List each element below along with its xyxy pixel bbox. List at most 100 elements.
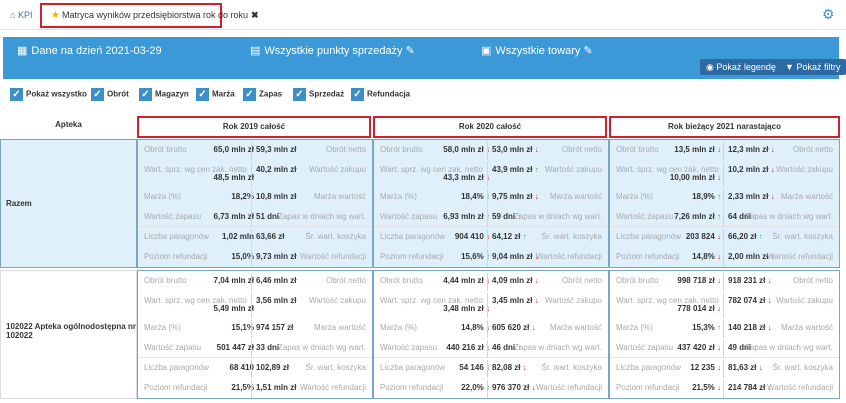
tab-matrix[interactable]: ★ Matryca wyników przedsiębiorstwa rok do… [40, 3, 259, 28]
metric-right-value: 2,33 mln zł ↓ [728, 192, 775, 201]
value-text: 998 718 zł [677, 276, 715, 285]
arrow-down-icon: ↓ [770, 145, 775, 154]
metric-right-value: 974 157 zł [256, 323, 293, 332]
checkbox-refundacja[interactable]: ✓ Refundacja [351, 88, 410, 101]
metric-left-label: Liczba paragonów [380, 363, 445, 372]
metric-left-label: Poziom refundacji [144, 383, 208, 392]
metric-right-label: Śr. wart. koszyka [772, 232, 833, 241]
date-filter: ▦ Dane na dzień 2021-03-29 [17, 44, 162, 57]
metric-right-value: 53,0 mln zł ↓ [492, 145, 539, 154]
value-text: 15,6% [461, 252, 484, 261]
value-text: 437 420 zł [677, 343, 715, 352]
value-text: 4,44 mln zł [443, 276, 484, 285]
metric-row: Obrót brutto 58,0 mln zł ↓ 53,0 mln zł ↓ Ob… [374, 142, 608, 160]
value-text: 10,2 mln zł [728, 165, 769, 174]
metric-left-value: 54 146 ↓ [459, 363, 490, 372]
checkbox-marza[interactable]: ✓ Marża [196, 88, 235, 101]
metric-right-label: Wartość refundacji [300, 252, 366, 261]
divider [487, 320, 488, 338]
arrow-down-icon: ↓ [486, 323, 490, 332]
column-header-2020: Rok 2020 całość [373, 116, 607, 138]
metric-left-label: Wartość zapasu [616, 212, 674, 221]
divider [723, 142, 724, 160]
value-text: 974 157 zł [256, 323, 294, 332]
value-text: 782 074 zł [728, 296, 766, 305]
value-text: 43,9 mln zł [492, 165, 533, 174]
value-text: 68 410 [229, 363, 254, 372]
value-text: 1,02 mln [221, 232, 254, 241]
metric-left-value: 13,5 mln zł ↓ [674, 145, 721, 154]
metric-left-label: Obrót brutto [616, 145, 659, 154]
value-text: 33 dni [256, 343, 280, 352]
metric-row: Wart. sprz. wg cen zak. netto 5,49 mln zł… [138, 293, 372, 318]
metric-right-value: 3,45 mln zł ↓ [492, 296, 539, 305]
edit-icon[interactable]: ✎ [405, 45, 415, 57]
metric-row: Marża (%) 15,3% ↑ 140 218 zł ↓ Marża wartoś… [610, 320, 839, 338]
breadcrumb-home[interactable]: ⌂ KPI [10, 10, 32, 20]
arrow-up-icon: ↑ [486, 383, 490, 392]
goods-filter[interactable]: ▣ Wszystkie towary ✎ [481, 44, 593, 57]
metric-right-label: Wartość refundacji [767, 252, 833, 261]
home-icon: ⌂ [10, 10, 16, 20]
metric-row: Poziom refundacji 15,0% 9,73 mln zł Wartość… [138, 249, 372, 267]
checkbox-magazyn[interactable]: ✓ Magazyn [139, 88, 189, 101]
divider [487, 360, 488, 378]
arrow-down-icon: ↓ [717, 232, 721, 241]
value-text: 976 370 zł [492, 383, 530, 392]
metric-left-label: Wartość zapasu [380, 343, 438, 352]
arrow-down-icon: ↓ [534, 276, 539, 285]
divider [487, 209, 488, 226]
metric-row: Marża (%) 15,1% 974 157 zł Marża wartość [138, 320, 372, 338]
metric-row: Wart. sprz. wg cen zak. netto 778 014 zł … [610, 293, 839, 318]
checkbox-zapas[interactable]: ✓ Zapas [243, 88, 282, 101]
value-text: 140 218 zł [728, 323, 766, 332]
metric-left-value: 58,0 mln zł ↓ [443, 145, 490, 154]
eye-icon: ◉ [706, 62, 714, 72]
value-text: 3,48 mln zł [443, 304, 484, 313]
value-text: 102,89 zł [256, 363, 289, 372]
metric-left-label: Obrót brutto [380, 145, 423, 154]
divider [251, 229, 252, 247]
value-text: 49 dni [728, 343, 752, 352]
metric-right-value: 6,46 mln zł [256, 276, 296, 285]
divider [251, 273, 252, 291]
metric-left-label: Marża (%) [380, 323, 417, 332]
show-legend-button[interactable]: ◉ Pokaż legendę [700, 59, 782, 75]
checkbox-label: Zapas [259, 89, 283, 99]
check-icon: ✓ [196, 88, 209, 101]
row-label: 102022 Apteka ogólnodostępna nr 102022 [6, 322, 136, 340]
value-text: 65,0 mln zł [213, 145, 254, 154]
arrow-up-icon: ↑ [486, 252, 490, 261]
metric-right-value: 46 dni ↑ [492, 343, 521, 352]
arrow-down-icon: ↓ [767, 276, 772, 285]
arrow-down-icon: ↓ [767, 296, 772, 305]
metric-row: Wartość zapasu 437 420 zł ↓ 49 dni ↑ Zapas … [610, 340, 839, 358]
metric-left-label: Poziom refundacji [380, 383, 444, 392]
value-text: 440 216 zł [446, 343, 484, 352]
points-filter[interactable]: ▤ Wszystkie punkty sprzedaży ✎ [250, 44, 415, 57]
close-icon[interactable]: ✖ [251, 10, 259, 20]
show-filters-button[interactable]: ▼ Pokaż filtry [779, 59, 846, 75]
filter-bar: ▦ Dane na dzień 2021-03-29 ▤ Wszystkie pun… [3, 37, 846, 79]
value-text: 10,8 mln zł [256, 192, 297, 201]
metric-left-label: Poziom refundacji [380, 252, 444, 261]
metric-right-value: 782 074 zł ↓ [728, 296, 772, 305]
value-text: 66,20 zł [728, 232, 757, 241]
divider [251, 320, 252, 338]
arrow-down-icon: ↓ [486, 304, 490, 313]
edit-icon[interactable]: ✎ [583, 45, 593, 57]
checkbox-show-all[interactable]: ✓ Pokaż wszystko [10, 88, 87, 101]
metric-left-label: Wart. sprz. wg cen zak. netto [380, 296, 483, 305]
metric-row: Wart. sprz. wg cen zak. netto 48,5 mln zł… [138, 162, 372, 187]
check-icon: ✓ [91, 88, 104, 101]
divider [251, 209, 252, 226]
metric-block: Obrót brutto 7,04 mln zł 6,46 mln zł Obrót … [137, 270, 373, 399]
checkbox-sprzedaz[interactable]: ✓ Sprzedaż [293, 88, 344, 101]
metric-right-label: Wartość refundacji [767, 383, 833, 392]
value-text: 778 014 zł [677, 304, 715, 313]
metric-left-value: 48,5 mln zł [214, 173, 254, 182]
checkbox-obrot[interactable]: ✓ Obrót [91, 88, 129, 101]
value-text: 203 824 [685, 232, 715, 241]
gear-icon[interactable]: ⚙ [822, 6, 835, 22]
value-text: 43,3 mln zł [443, 173, 484, 182]
